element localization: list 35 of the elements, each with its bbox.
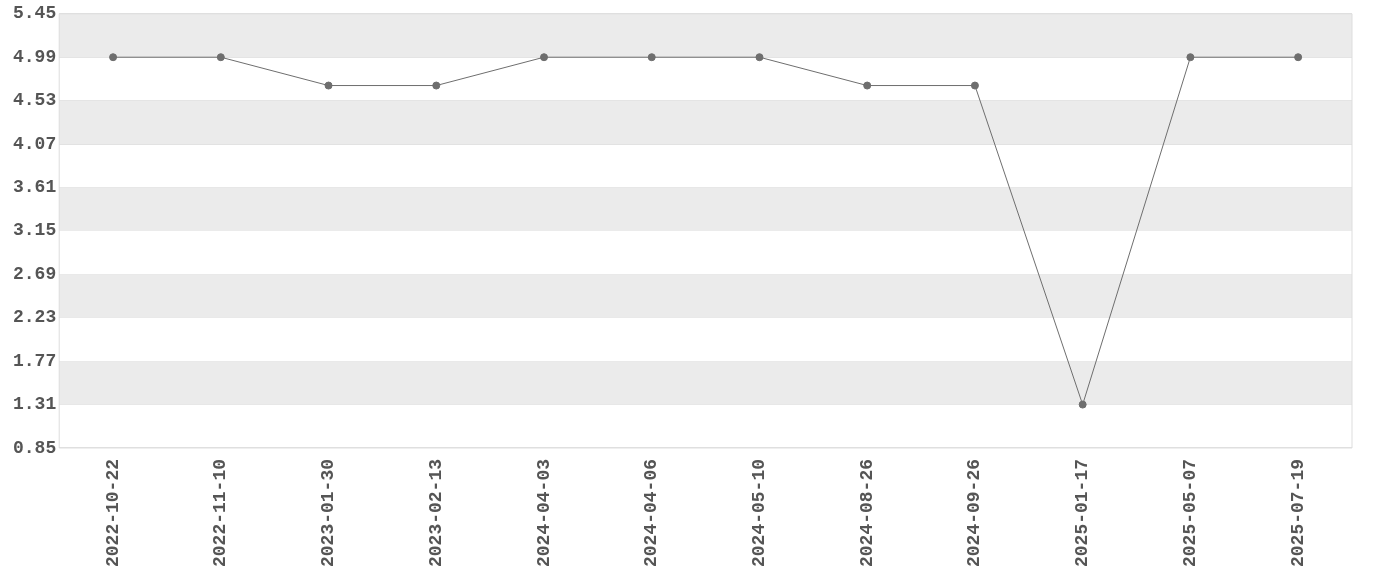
point [432, 81, 441, 90]
x-tick-label: 2024-04-03 [533, 458, 554, 568]
point [1186, 53, 1195, 62]
x-tick-label: 2025-07-19 [1287, 458, 1308, 568]
y-tick-label: 4.53 [12, 90, 57, 111]
point [540, 53, 548, 62]
x-tick-label: 2024-09-26 [964, 458, 985, 568]
y-tick-label: 0.85 [12, 437, 57, 458]
x-tick-label: 2024-05-10 [749, 458, 769, 568]
point [970, 81, 979, 90]
x-tick-label: 2022-11-10 [210, 458, 231, 568]
y-tick-label: 2.69 [12, 263, 57, 284]
y-tick-label: 4.99 [12, 46, 57, 67]
x-tick-label: 2022-10-22 [102, 458, 123, 568]
point [324, 81, 333, 90]
point [216, 53, 225, 62]
point [1294, 53, 1303, 62]
point [755, 53, 764, 62]
x-tick-label: 2024-08-26 [856, 458, 877, 568]
point [1078, 400, 1087, 409]
y-tick-label: 1.77 [12, 350, 57, 371]
point [863, 81, 872, 90]
y-tick-label: 5.45 [12, 3, 57, 24]
x-tick-label: 2023-02-13 [425, 458, 446, 568]
x-tick-label: 2025-05-07 [1179, 458, 1200, 568]
y-tick-label: 3.61 [12, 177, 57, 197]
point [647, 53, 656, 62]
x-tick-label: 2024-04-06 [641, 458, 662, 568]
point [109, 53, 118, 62]
y-tick-label: 3.15 [12, 220, 57, 241]
y-tick-label: 1.31 [12, 394, 57, 415]
y-tick-label: 4.07 [12, 133, 57, 154]
y-tick-label: 2.23 [12, 307, 57, 328]
x-tick-label: 2023-01-30 [318, 458, 339, 568]
x-tick-label: 2025-01-17 [1072, 458, 1093, 568]
